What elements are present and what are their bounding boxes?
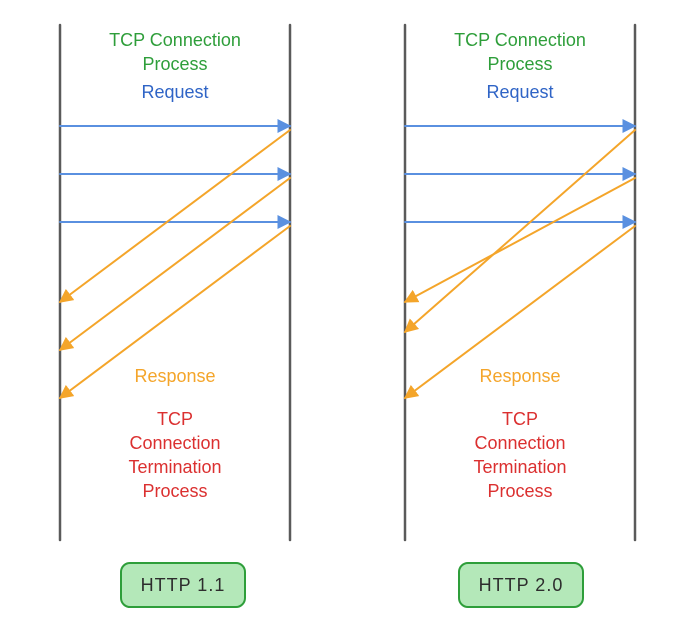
- http11-tcp-process-line1: TCP Connection: [109, 30, 241, 50]
- http20-response-arrow-1: [405, 130, 635, 332]
- http11-tcp-process-line2: Process: [142, 54, 207, 74]
- http20-termination-line4: Process: [487, 481, 552, 501]
- http20-termination-line3: Termination: [473, 457, 566, 477]
- http11-response-arrow-1: [60, 130, 290, 302]
- http20-termination-line1: TCP: [502, 409, 538, 429]
- http11-badge: HTTP 1.1: [120, 562, 246, 608]
- http20-badge-label: HTTP 2.0: [479, 575, 564, 596]
- http20-badge: HTTP 2.0: [458, 562, 584, 608]
- http20-request-label: Request: [486, 82, 553, 102]
- http11-termination-line3: Termination: [128, 457, 221, 477]
- http11-response-arrow-2: [60, 178, 290, 350]
- http20-termination-line2: Connection: [474, 433, 565, 453]
- http11-badge-label: HTTP 1.1: [141, 575, 226, 596]
- http11-request-label: Request: [141, 82, 208, 102]
- http20-response-arrow-2: [405, 178, 635, 302]
- http20-tcp-process-line2: Process: [487, 54, 552, 74]
- http11-termination-line4: Process: [142, 481, 207, 501]
- http-version-diagram: TCP Connection Process Request Response TCP C…: [0, 0, 680, 619]
- http20-response-label: Response: [479, 366, 560, 386]
- http11-termination-line2: Connection: [129, 433, 220, 453]
- http11-termination-line1: TCP: [157, 409, 193, 429]
- http20-tcp-process-line1: TCP Connection: [454, 30, 586, 50]
- http11-response-label: Response: [134, 366, 215, 386]
